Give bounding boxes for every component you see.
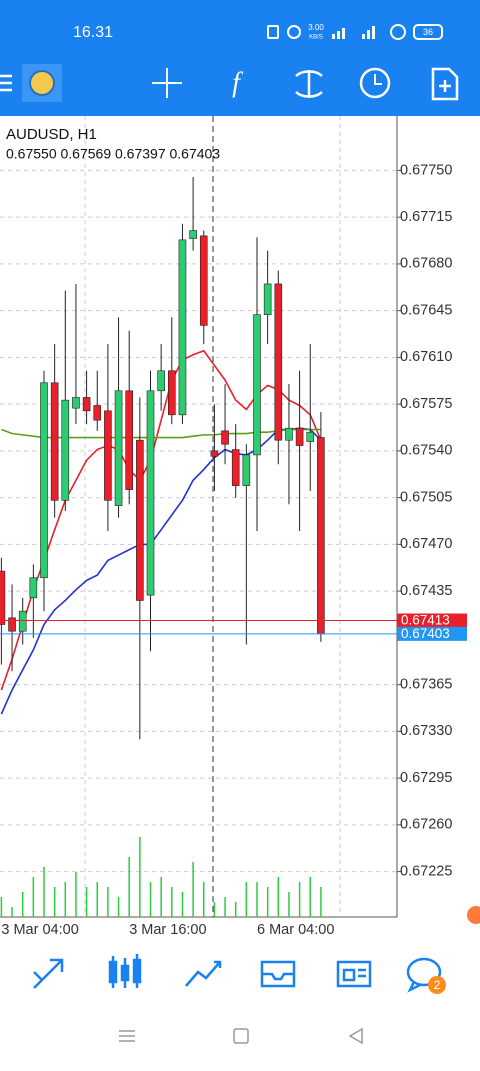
network-speed: 3.00 xyxy=(308,23,324,32)
bottom-nav xyxy=(0,945,480,1005)
candle-body xyxy=(221,430,229,445)
candle-body xyxy=(306,431,315,442)
x-tick-label: 6 Mar 04:00 xyxy=(257,922,334,938)
candle-body xyxy=(93,405,102,421)
candle-body xyxy=(125,390,133,490)
candle-body xyxy=(72,397,80,409)
candle-body xyxy=(104,410,112,501)
system-nav xyxy=(0,1005,480,1066)
chart-tab[interactable] xyxy=(108,954,142,988)
y-tick-label: 0.67540 xyxy=(400,443,452,459)
candle-body xyxy=(189,230,197,239)
indicator-line xyxy=(0,349,322,691)
candle-body xyxy=(295,427,304,446)
candle-body xyxy=(82,397,91,412)
candle-body xyxy=(50,382,59,501)
crosshair-button[interactable] xyxy=(152,68,182,98)
logo-mark xyxy=(29,70,55,96)
trade-tab[interactable] xyxy=(185,960,222,987)
indicators-button[interactable]: f xyxy=(232,67,243,98)
ohlc-readout: 0.67550 0.67569 0.67397 0.67403 xyxy=(6,146,220,162)
back-button[interactable] xyxy=(348,1027,363,1045)
y-tick-label: 0.67645 xyxy=(400,302,452,318)
vertical-grid xyxy=(84,116,341,917)
y-tick-label: 0.67715 xyxy=(400,209,452,225)
candle-body xyxy=(263,283,272,315)
clock: 16.31 xyxy=(73,24,113,41)
menu-button[interactable] xyxy=(0,74,12,92)
candle-body xyxy=(317,437,325,635)
candle-body xyxy=(285,427,293,441)
chat-tab[interactable] xyxy=(406,957,442,993)
indicator-line xyxy=(0,427,322,715)
network-unit: KB/S xyxy=(309,35,323,41)
y-tick-label: 0.67260 xyxy=(400,817,452,833)
x-tick-label: 3 Mar 04:00 xyxy=(1,922,78,938)
recents-button[interactable] xyxy=(119,1030,135,1042)
quotes-tab[interactable] xyxy=(33,958,64,989)
candle-body xyxy=(253,314,261,456)
y-tick-label: 0.67610 xyxy=(400,349,452,365)
y-tick-label: 0.67330 xyxy=(400,723,452,739)
candle-body xyxy=(146,390,155,596)
candle-body xyxy=(157,370,165,392)
y-tick-label: 0.67505 xyxy=(400,489,452,505)
bid-label-box xyxy=(397,626,467,641)
battery-level: 36 xyxy=(423,27,433,37)
chart-title: AUDUSD, H1 xyxy=(6,126,97,143)
new-order-button[interactable] xyxy=(431,67,459,101)
bottom-nav-icons xyxy=(33,954,442,993)
y-tick-label: 0.67575 xyxy=(400,396,452,412)
candle-body xyxy=(29,577,38,599)
candle-body xyxy=(168,370,176,416)
system-nav-icons xyxy=(119,1027,363,1045)
x-tick-label: 3 Mar 16:00 xyxy=(129,922,206,938)
home-button[interactable] xyxy=(233,1028,249,1044)
candle-body xyxy=(18,610,27,632)
history-button[interactable] xyxy=(359,67,391,99)
y-tick-label: 0.67680 xyxy=(400,256,452,272)
toolbar xyxy=(0,64,459,102)
chat-badge-bg xyxy=(428,976,446,994)
ask-label: 0.67413 xyxy=(401,613,450,628)
candle-body xyxy=(231,449,240,486)
indicator-line xyxy=(1,428,321,439)
ask-label-box xyxy=(397,613,467,628)
candle-body xyxy=(199,235,208,326)
candle-body xyxy=(274,283,283,441)
candle-body xyxy=(178,239,187,416)
y-tick-label: 0.67295 xyxy=(400,770,452,786)
news-tab[interactable] xyxy=(336,960,372,988)
candle-body xyxy=(242,454,251,486)
header xyxy=(0,0,480,116)
bid-label: 0.67403 xyxy=(401,626,450,641)
y-tick-label: 0.67470 xyxy=(400,536,452,552)
candle-body xyxy=(61,399,70,501)
history-tab[interactable] xyxy=(260,960,296,988)
y-tick-label: 0.67225 xyxy=(400,863,452,879)
y-tick-label: 0.67750 xyxy=(400,162,452,178)
trade-button[interactable] xyxy=(295,70,323,98)
y-tick-label: 0.67435 xyxy=(400,583,452,599)
chat-badge: 2 xyxy=(434,978,441,992)
y-tick-label: 0.67365 xyxy=(400,676,452,692)
status-icons xyxy=(267,24,443,40)
candle-body xyxy=(0,570,6,625)
candle-body xyxy=(40,382,48,579)
plot: 0.67750 0.67715 0.67680 0.67645 0.67610 0.675… xyxy=(0,162,467,938)
scroll-marker[interactable] xyxy=(467,906,480,924)
candle-body xyxy=(114,390,123,506)
candle-body xyxy=(136,439,144,601)
candle-body xyxy=(8,617,16,632)
candle-body xyxy=(210,450,219,457)
